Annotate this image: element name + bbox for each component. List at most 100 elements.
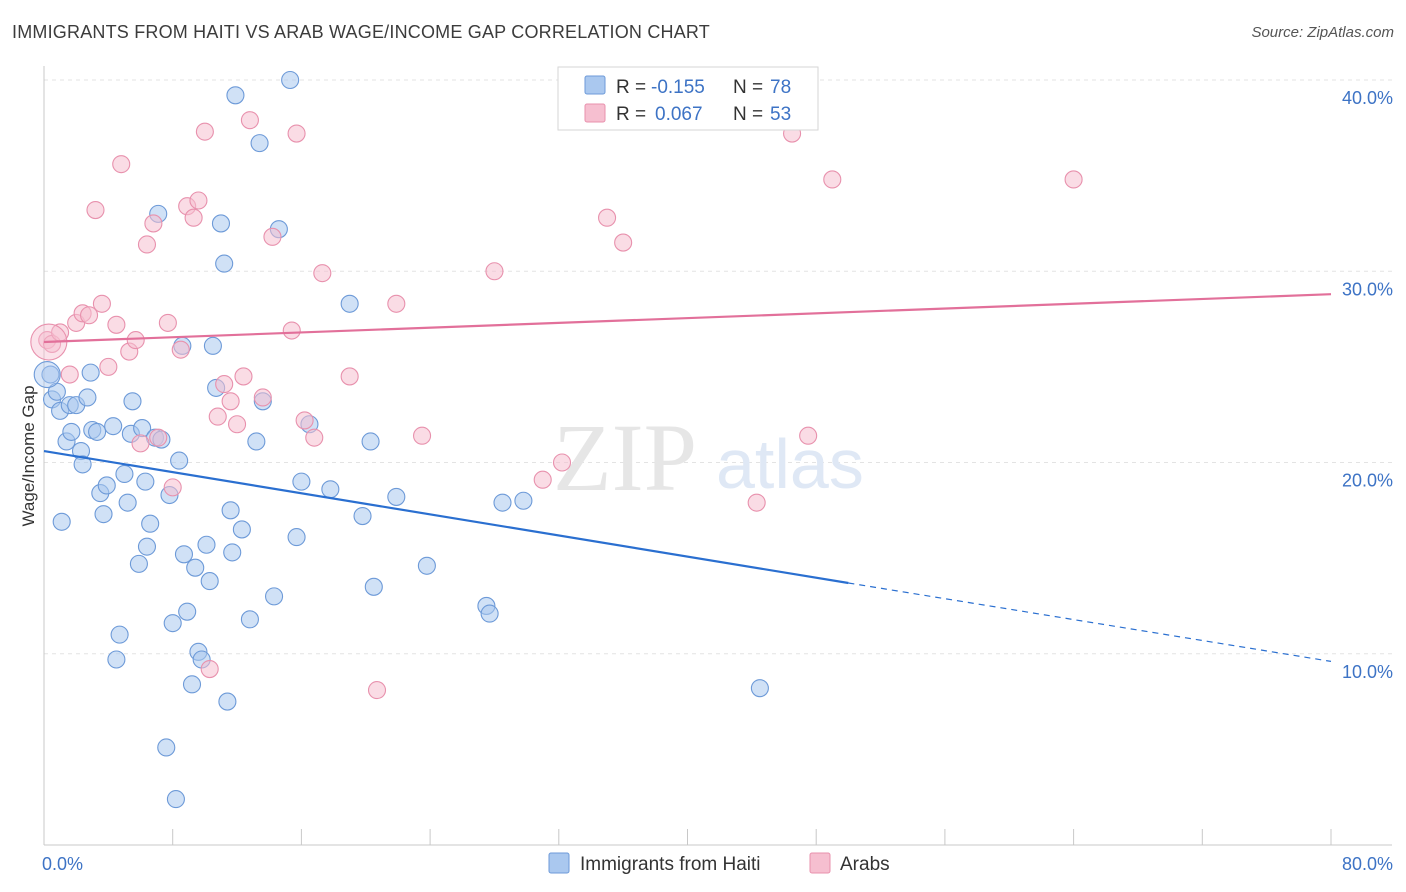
haiti-point-53 [223, 543, 242, 562]
arabs-point-44 [533, 470, 552, 489]
haiti-point-20 [110, 625, 129, 644]
arabs-point-51 [823, 170, 842, 189]
haiti-point-11 [78, 388, 97, 407]
arabs-point-18 [158, 313, 177, 332]
haiti-point-62 [281, 70, 300, 90]
watermark-zip: ZIP [553, 404, 697, 511]
arabs-point-52 [1064, 170, 1083, 189]
haiti-trend-line [43, 449, 849, 585]
bottom-legend-label-arabs: Arabs [840, 854, 890, 875]
haiti-point-21 [115, 464, 134, 484]
arabs-point-33 [263, 227, 282, 246]
legend-n-value-1: 78 [770, 77, 791, 98]
haiti-point-36 [166, 790, 185, 809]
x-tick-label-80: 80.0% [1342, 854, 1393, 874]
haiti-point-47 [203, 336, 222, 355]
arabs-point-23 [189, 191, 208, 210]
legend-swatch-arabs [584, 103, 606, 123]
haiti-point-17 [97, 476, 116, 495]
arabs-point-22 [184, 208, 203, 227]
haiti-point-63 [287, 528, 306, 547]
haiti-point-69 [361, 432, 380, 451]
bottom-legend: Immigrants from Haiti Arabs [548, 852, 890, 875]
haiti-point-39 [174, 545, 194, 564]
haiti-point-4 [52, 512, 71, 531]
legend-r-value-1: -0.155 [651, 77, 705, 98]
arabs-point-3 [60, 365, 79, 384]
haiti-point-76 [514, 491, 533, 510]
y-tick-label-40: 40.0% [1342, 88, 1393, 108]
haiti-point-37 [170, 451, 189, 470]
arabs-point-46 [598, 208, 617, 227]
haiti-point-14 [88, 422, 107, 441]
haiti-point-29 [141, 514, 160, 533]
arabs-point-10 [107, 315, 126, 334]
watermark-atlas: atlas [716, 425, 864, 503]
arabs-point-30 [234, 367, 253, 386]
haiti-point-27 [136, 472, 155, 491]
legend-swatch-haiti [584, 75, 606, 95]
haiti-point-51 [218, 692, 237, 711]
arabs-point-11 [112, 155, 131, 174]
arabs-point-26 [208, 407, 227, 426]
arabs-point-45 [552, 453, 572, 472]
chart-source: Source: ZipAtlas.com [1251, 24, 1394, 41]
haiti-point-22 [118, 493, 137, 512]
bottom-legend-label-haiti: Immigrants from Haiti [580, 854, 761, 875]
arabs-point-15 [137, 235, 157, 254]
haiti-point-19 [107, 650, 126, 669]
bottom-legend-swatch-haiti [548, 852, 570, 874]
axes [43, 66, 1392, 846]
haiti-trend-line-extension [848, 582, 1332, 662]
arabs-point-29 [228, 415, 247, 434]
arabs-point-41 [387, 294, 406, 313]
haiti-point-0 [41, 365, 60, 384]
haiti-point-68 [353, 506, 372, 526]
haiti-point-70 [364, 577, 383, 596]
haiti-point-18 [104, 417, 123, 436]
arabs-point-49 [747, 493, 766, 512]
x-tick-label-0: 0.0% [42, 854, 83, 874]
arabs-point-24 [195, 122, 214, 141]
arabs-point-6 [79, 306, 99, 325]
haiti-cluster-point [33, 360, 61, 389]
haiti-point-45 [197, 535, 216, 554]
bottom-legend-swatch-arabs [809, 852, 831, 874]
y-tick-label-20: 20.0% [1342, 471, 1393, 491]
arabs-point-20 [171, 340, 190, 359]
arabs-point-36 [295, 411, 314, 430]
y-axis-label: Wage/Income Gap [19, 385, 38, 526]
y-tick-label-30: 30.0% [1342, 279, 1393, 299]
haiti-point-49 [211, 214, 231, 233]
haiti-point-12 [81, 363, 100, 382]
arabs-point-34 [287, 124, 306, 143]
haiti-point-40 [178, 602, 197, 621]
haiti-point-42 [186, 558, 205, 577]
arabs-point-37 [305, 428, 324, 447]
tick-labels: 10.0% 20.0% 30.0% 40.0% 0.0% 80.0% [42, 88, 1393, 874]
haiti-point-57 [247, 432, 266, 451]
haiti-point-35 [163, 614, 182, 633]
arabs-point-16 [144, 214, 163, 233]
legend-r-value-2: 0.067 [655, 104, 703, 125]
haiti-point-46 [200, 572, 219, 591]
haiti-point-54 [226, 86, 245, 105]
trend-lines [43, 293, 1332, 662]
haiti-point-28 [137, 537, 157, 556]
arabs-point-50 [799, 426, 818, 445]
haiti-point-25 [129, 554, 148, 573]
chart-title: IMMIGRANTS FROM HAITI VS ARAB WAGE/INCOM… [12, 22, 711, 42]
arabs-point-42 [413, 426, 432, 445]
legend-box: R = -0.155 N = 78 R = 0.067 N = 53 [557, 66, 819, 131]
arabs-point-43 [485, 262, 504, 281]
haiti-point-7 [62, 422, 81, 441]
haiti-point-67 [340, 294, 359, 313]
haiti-point-60 [265, 587, 284, 606]
haiti-point-55 [232, 520, 251, 539]
arabs-point-17 [149, 428, 168, 447]
legend-r-label-2: R = [616, 104, 646, 125]
arabs-point-47 [614, 233, 633, 252]
haiti-point-58 [250, 134, 269, 153]
haiti-point-66 [321, 480, 340, 499]
arabs-point-13 [126, 331, 145, 350]
